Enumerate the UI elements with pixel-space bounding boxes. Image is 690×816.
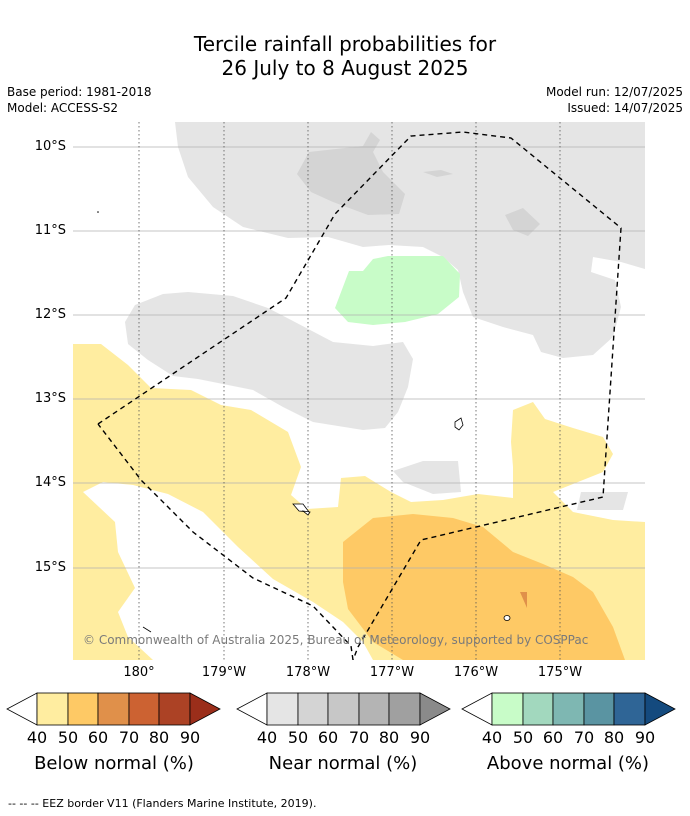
lon-label-176w: 176°W	[453, 665, 499, 680]
colorbar-near-over	[419, 692, 451, 726]
below-normal-region-darker	[343, 514, 625, 660]
colorbar-near-segment-4	[358, 692, 390, 726]
lon-label-177w: 177°W	[369, 665, 415, 680]
lon-label-178w: 178°W	[285, 665, 331, 680]
colorbar-near-under	[236, 692, 268, 726]
colorbar-above-segment-1	[491, 692, 524, 726]
colorbar-near-title: Near normal (%)	[268, 753, 418, 774]
colorbar-below-segment-3	[97, 692, 130, 726]
above-normal-region	[335, 256, 460, 325]
colorbar-near-segment-1	[266, 692, 299, 726]
lat-label-15s: 15°S	[34, 560, 66, 575]
colorbar-below-segment-4	[128, 692, 160, 726]
cb-above-tick-50: 50	[512, 728, 534, 747]
colorbar-above-title: Above normal (%)	[486, 753, 650, 774]
cb-near-tick-50: 50	[287, 728, 309, 747]
map-title-line2: 26 July to 8 August 2025	[221, 56, 469, 80]
cb-above-tick-70: 70	[573, 728, 595, 747]
cb-near-tick-70: 70	[348, 728, 370, 747]
colorbar-above-segment-2	[522, 692, 554, 726]
colorbar-near-segment-5	[388, 692, 421, 726]
cb-below-tick-90: 90	[179, 728, 201, 747]
no-signal-region-southwest	[83, 482, 373, 660]
cb-below-tick-70: 70	[118, 728, 140, 747]
island-6	[97, 211, 99, 213]
lat-label-10s: 10°S	[34, 139, 66, 154]
colorbar-below-segment-1	[36, 692, 69, 726]
cb-above-tick-60: 60	[542, 728, 564, 747]
colorbar-above-under	[461, 692, 493, 726]
cb-below-tick-40: 40	[26, 728, 48, 747]
colorbar-below-over	[189, 692, 221, 726]
near-normal-patch-1	[297, 132, 405, 215]
island-5	[142, 626, 152, 633]
cb-above-tick-90: 90	[634, 728, 656, 747]
island-4	[503, 615, 511, 621]
colorbar-below-under	[6, 692, 38, 726]
cb-near-tick-80: 80	[378, 728, 400, 747]
near-normal-region-central	[125, 292, 413, 430]
cb-below-tick-80: 80	[148, 728, 170, 747]
issued-date: Issued: 14/07/2025	[567, 101, 683, 115]
cb-above-tick-40: 40	[481, 728, 503, 747]
colorbar-above-normal	[461, 692, 676, 726]
eez-footnote: -- -- -- EEZ border V11 (Flanders Marine…	[8, 797, 317, 810]
lon-label-180: 180°	[123, 665, 155, 680]
colorbar-near-segment-3	[327, 692, 360, 726]
near-normal-region-north	[175, 122, 645, 358]
eez-border	[97, 131, 622, 660]
colorbar-above-segment-3	[552, 692, 585, 726]
island-1	[454, 417, 464, 431]
colorbar-below-segment-5	[158, 692, 191, 726]
map-title-line1: Tercile rainfall probabilities for	[193, 32, 497, 56]
colorbar-near-segment-2	[297, 692, 329, 726]
lat-label-12s: 12°S	[34, 307, 66, 322]
lon-label-175w: 175°W	[537, 665, 583, 680]
colorbar-above-segment-5	[613, 692, 646, 726]
near-normal-region-east	[393, 461, 461, 494]
below-normal-patch-orange	[520, 592, 527, 608]
base-period: Base period: 1981-2018	[7, 85, 152, 99]
cb-near-tick-60: 60	[317, 728, 339, 747]
lat-label-14s: 14°S	[34, 475, 66, 490]
near-normal-region-southeast	[577, 492, 628, 510]
colorbar-above-over	[644, 692, 676, 726]
cb-near-tick-40: 40	[256, 728, 278, 747]
lon-label-179w: 179°W	[201, 665, 247, 680]
colorbar-below-title: Below normal (%)	[34, 753, 194, 774]
probability-map	[73, 122, 645, 660]
model-run: Model run: 12/07/2025	[545, 85, 683, 99]
colorbar-below-normal	[6, 692, 221, 726]
lat-label-13s: 13°S	[34, 391, 66, 406]
model-name: Model: ACCESS-S2	[7, 101, 119, 115]
cb-below-tick-50: 50	[57, 728, 79, 747]
cb-near-tick-90: 90	[409, 728, 431, 747]
copyright-notice: © Commonwealth of Australia 2025, Bureau…	[83, 633, 589, 647]
near-normal-patch-3	[423, 170, 453, 177]
colorbar-below-segment-2	[67, 692, 99, 726]
near-normal-patch-2	[505, 208, 540, 236]
lat-label-11s: 11°S	[34, 223, 66, 238]
colorbar-above-segment-4	[583, 692, 615, 726]
cb-below-tick-60: 60	[87, 728, 109, 747]
colorbar-near-normal	[236, 692, 451, 726]
island-3	[301, 510, 311, 516]
cb-above-tick-80: 80	[603, 728, 625, 747]
